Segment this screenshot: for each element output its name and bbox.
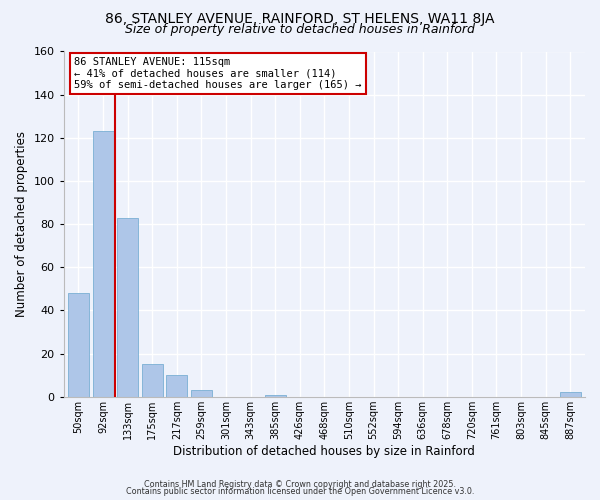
Bar xyxy=(191,390,212,396)
Bar xyxy=(92,132,113,396)
Bar xyxy=(142,364,163,396)
Bar xyxy=(117,218,138,396)
Y-axis label: Number of detached properties: Number of detached properties xyxy=(15,131,28,317)
Bar xyxy=(166,375,187,396)
Bar xyxy=(68,293,89,397)
Text: Contains HM Land Registry data © Crown copyright and database right 2025.: Contains HM Land Registry data © Crown c… xyxy=(144,480,456,489)
X-axis label: Distribution of detached houses by size in Rainford: Distribution of detached houses by size … xyxy=(173,444,475,458)
Text: Size of property relative to detached houses in Rainford: Size of property relative to detached ho… xyxy=(125,22,475,36)
Bar xyxy=(265,394,286,396)
Text: 86, STANLEY AVENUE, RAINFORD, ST HELENS, WA11 8JA: 86, STANLEY AVENUE, RAINFORD, ST HELENS,… xyxy=(105,12,495,26)
Text: 86 STANLEY AVENUE: 115sqm
← 41% of detached houses are smaller (114)
59% of semi: 86 STANLEY AVENUE: 115sqm ← 41% of detac… xyxy=(74,56,362,90)
Text: Contains public sector information licensed under the Open Government Licence v3: Contains public sector information licen… xyxy=(126,488,474,496)
Bar xyxy=(560,392,581,396)
